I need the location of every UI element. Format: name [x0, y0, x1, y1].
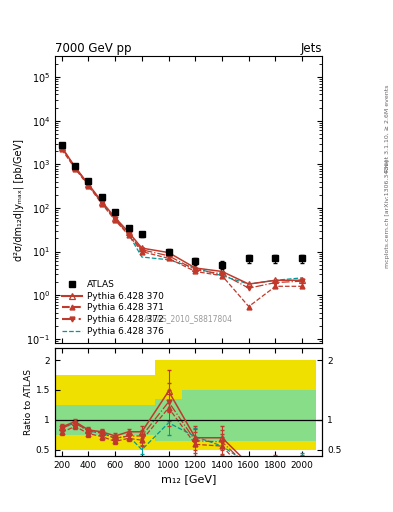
X-axis label: m₁₂ [GeV]: m₁₂ [GeV] — [161, 474, 216, 484]
Text: Rivet 3.1.10, ≥ 2.6M events: Rivet 3.1.10, ≥ 2.6M events — [385, 84, 389, 172]
Text: Jets: Jets — [301, 42, 322, 55]
Text: 7000 GeV pp: 7000 GeV pp — [55, 42, 132, 55]
Y-axis label: d²σ/dm₁₂d|yₘₐₓ| [pb/GeV]: d²σ/dm₁₂d|yₘₐₓ| [pb/GeV] — [13, 139, 24, 261]
Y-axis label: Ratio to ATLAS: Ratio to ATLAS — [24, 369, 33, 435]
Legend: ATLAS, Pythia 6.428 370, Pythia 6.428 371, Pythia 6.428 372, Pythia 6.428 376: ATLAS, Pythia 6.428 370, Pythia 6.428 37… — [59, 278, 166, 338]
Text: ATLAS_2010_S8817804: ATLAS_2010_S8817804 — [144, 314, 233, 323]
Text: mcplots.cern.ch [arXiv:1306.3436]: mcplots.cern.ch [arXiv:1306.3436] — [385, 160, 389, 268]
